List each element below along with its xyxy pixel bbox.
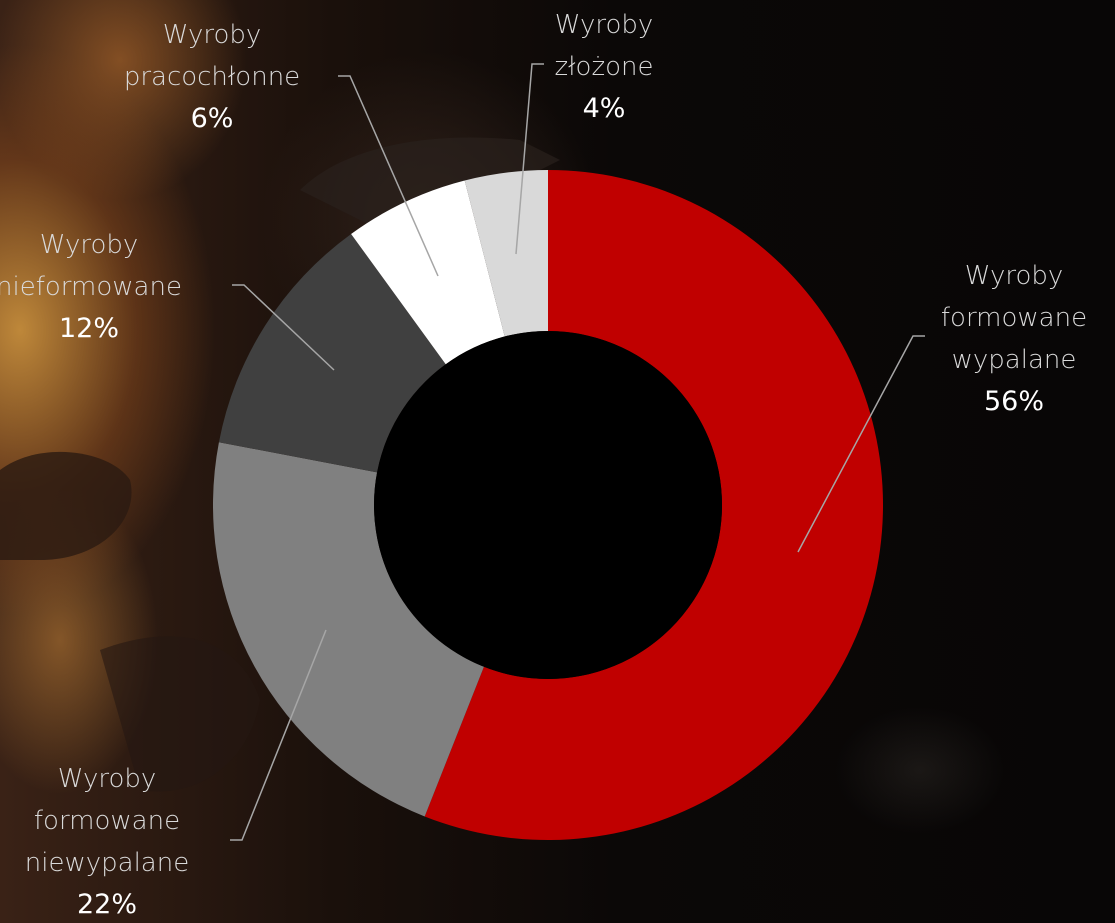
leader-line: [515, 63, 544, 255]
leader-line: [797, 335, 925, 553]
data-label-category: pracochłonne: [124, 62, 300, 92]
donut-slice: [218, 233, 446, 473]
donut-slice: [464, 170, 548, 337]
data-label-category: Wyroby: [163, 20, 262, 50]
data-label-category: Wyroby: [58, 764, 157, 794]
data-label: Wyroby złożone 4%: [555, 10, 654, 124]
donut-hole: [374, 331, 722, 679]
data-label-category: niewypalane: [25, 848, 189, 878]
leader-lines: [230, 63, 925, 841]
data-label-value: 6%: [191, 103, 234, 134]
data-label-value: 56%: [984, 386, 1044, 417]
data-label-value: 4%: [583, 93, 626, 124]
donut-slice: [424, 170, 884, 840]
leader-line: [232, 284, 335, 371]
background-rock-shape: [0, 451, 132, 560]
data-label-category: nieformowane: [0, 272, 182, 302]
data-label: Wyroby nieformowane 12%: [0, 230, 182, 344]
data-label-category: złożone: [555, 52, 654, 82]
data-label-value: 22%: [77, 889, 137, 920]
data-label-value: 12%: [59, 313, 119, 344]
donut-slice: [213, 442, 484, 817]
donut-slices: [213, 170, 884, 840]
data-label-category: formowane: [941, 303, 1087, 333]
leader-line: [230, 629, 327, 841]
data-labels: Wyroby formowane wypalane 56% Wyroby formowan…: [0, 10, 1087, 920]
leader-line: [338, 75, 439, 277]
data-label-category: Wyroby: [40, 230, 139, 260]
data-label-category: Wyroby: [555, 10, 654, 40]
background-rock-shape: [100, 636, 260, 792]
data-label-category: Wyroby: [965, 261, 1064, 291]
data-label-category: wypalane: [952, 345, 1077, 375]
background-rock-shape: [300, 137, 560, 230]
data-label: Wyroby formowane wypalane 56%: [941, 261, 1087, 417]
data-label-category: formowane: [34, 806, 180, 836]
data-label: Wyroby pracochłonne 6%: [124, 20, 300, 134]
donut-slice: [351, 180, 505, 365]
data-label: Wyroby formowane niewypalane 22%: [25, 764, 189, 920]
